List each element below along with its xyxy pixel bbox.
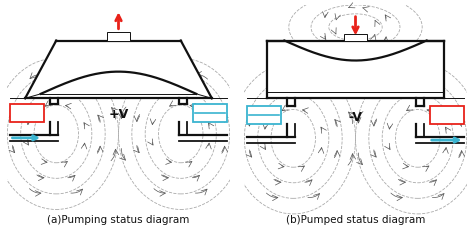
Text: +V: +V [109, 108, 128, 122]
Text: (a)Pumping status diagram: (a)Pumping status diagram [47, 215, 190, 225]
Bar [430, 106, 465, 124]
Bar [193, 104, 228, 122]
Bar [108, 32, 129, 41]
Text: (b)Pumped status diagram: (b)Pumped status diagram [286, 215, 425, 225]
Polygon shape [25, 41, 212, 98]
Bar [9, 104, 44, 122]
Polygon shape [266, 41, 445, 98]
Text: -V: -V [348, 111, 363, 124]
Bar [345, 34, 366, 41]
Bar [246, 106, 281, 124]
